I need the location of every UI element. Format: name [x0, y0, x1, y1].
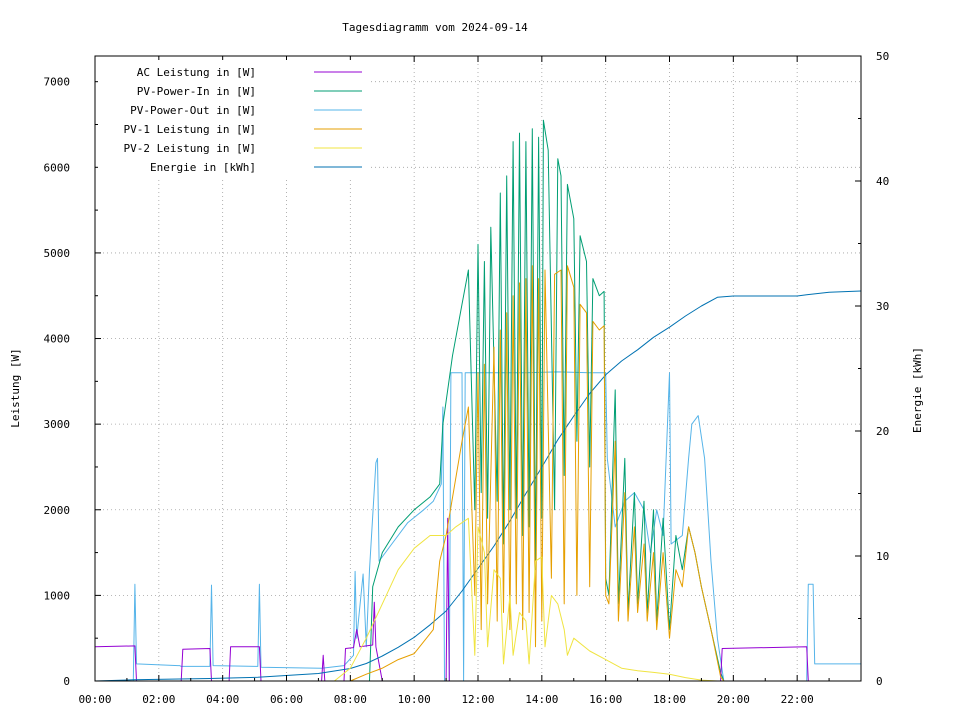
- y2-tick-label: 40: [876, 175, 889, 188]
- x-tick-label: 14:00: [525, 693, 558, 706]
- x-tick-label: 02:00: [142, 693, 175, 706]
- legend-label: PV-Power-In in [W]: [137, 85, 256, 98]
- y2-tick-label: 0: [876, 675, 883, 688]
- x-tick-label: 20:00: [717, 693, 750, 706]
- x-tick-label: 12:00: [461, 693, 494, 706]
- x-tick-label: 04:00: [206, 693, 239, 706]
- x-tick-label: 10:00: [398, 693, 431, 706]
- series-line-1: [95, 119, 861, 682]
- y-tick-label: 7000: [44, 76, 71, 89]
- series-line-2: [95, 371, 861, 682]
- x-tick-label: 16:00: [589, 693, 622, 706]
- x-axis-ticks: 00:00 02:00 04:00 06:00 08:00 10:00 12:00 14:00…: [78, 56, 830, 706]
- y-tick-label: 5000: [44, 247, 71, 260]
- y2-tick-label: 20: [876, 425, 889, 438]
- series-line-3: [95, 265, 861, 682]
- y-axis-ticks: 0 1000 2000 3000 4000 5000 6000 7000: [44, 76, 101, 688]
- y-axis-label: Leistung [W]: [9, 348, 22, 427]
- x-tick-label: 18:00: [653, 693, 686, 706]
- legend-label: PV-Power-Out in [W]: [130, 104, 256, 117]
- legend-label: PV-2 Leistung in [W]: [124, 142, 256, 155]
- legend-label: PV-1 Leistung in [W]: [124, 123, 256, 136]
- x-tick-label: 00:00: [78, 693, 111, 706]
- y2-tick-label: 50: [876, 50, 889, 63]
- chart-title: Tagesdiagramm vom 2024-09-14: [342, 21, 528, 34]
- series-line-4: [95, 517, 861, 682]
- series-group: [94, 119, 862, 682]
- y-tick-label: 4000: [44, 333, 71, 346]
- y2-tick-label: 10: [876, 550, 889, 563]
- x-tick-label: 08:00: [334, 693, 367, 706]
- y2-tick-label: 30: [876, 300, 889, 313]
- legend-label: Energie in [kWh]: [150, 161, 256, 174]
- y-tick-label: 2000: [44, 504, 71, 517]
- legend: AC Leistung in [W] PV-Power-In in [W] PV-P…: [98, 60, 368, 178]
- legend-background: [98, 60, 368, 178]
- y2-axis-ticks: 0 10 20 30 40 50: [855, 50, 889, 688]
- y-tick-label: 1000: [44, 589, 71, 602]
- x-tick-label: 06:00: [270, 693, 303, 706]
- y-tick-label: 0: [63, 675, 70, 688]
- legend-label: AC Leistung in [W]: [137, 66, 256, 79]
- y2-axis-label: Energie [kWh]: [911, 347, 924, 433]
- y-tick-label: 6000: [44, 161, 71, 174]
- y-tick-label: 3000: [44, 418, 71, 431]
- x-tick-label: 22:00: [781, 693, 814, 706]
